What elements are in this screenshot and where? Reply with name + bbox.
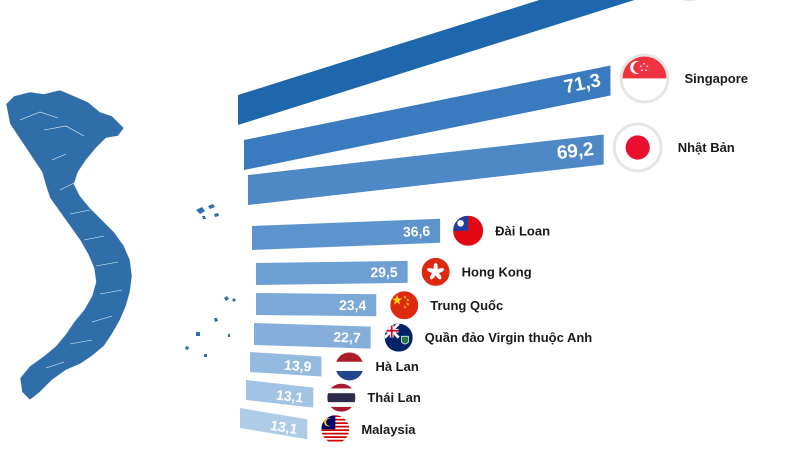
data-label: 13,1 [269,417,299,437]
taiwan-flag-icon [453,215,484,246]
svg-text:★: ★ [406,302,410,307]
category-label: Hong Kong [462,264,532,279]
data-label: 13,9 [284,357,312,375]
bar [256,260,408,285]
category-label: Quần đảo Virgin thuộc Anh [425,330,593,345]
category-label: Trung Quốc [430,298,503,313]
singapore-flag-icon [619,53,670,104]
bar [250,352,322,377]
category-label: Đài Loan [495,223,550,238]
category-label: Singapore [684,71,748,86]
svg-text:★: ★ [406,298,410,303]
data-label: 29,5 [370,264,398,280]
vietnam-map-icon [5,89,236,401]
bvi-flag-icon [384,323,413,352]
svg-text:★: ★ [403,305,407,310]
svg-text:★: ★ [391,293,403,308]
netherlands-flag-icon [335,352,364,381]
hong-kong-flag-icon [421,257,450,286]
data-label: 23,4 [339,297,367,313]
bar [252,218,441,250]
data-label: 69,2 [556,139,595,164]
bar [256,293,377,317]
bar [254,323,371,349]
category-label: Thái Lan [367,390,421,405]
korea-flag-icon [682,0,698,2]
thailand-flag-icon [327,383,356,412]
svg-text:★: ★ [403,294,407,299]
bar [240,408,308,440]
data-label: 36,6 [403,223,431,240]
data-label: 13,1 [275,387,304,406]
data-label: 22,7 [333,329,361,346]
bar [238,0,635,125]
category-label: Nhật Bản [678,140,735,155]
china-flag-icon: ★ ★★★★ [390,291,419,320]
category-label: Hà Lan [375,359,418,374]
bar [244,65,611,170]
bar [246,380,314,408]
japan-flag-icon [612,122,663,173]
malaysia-flag-icon [321,415,350,442]
bar [248,134,604,205]
category-label: Malaysia [361,422,416,437]
